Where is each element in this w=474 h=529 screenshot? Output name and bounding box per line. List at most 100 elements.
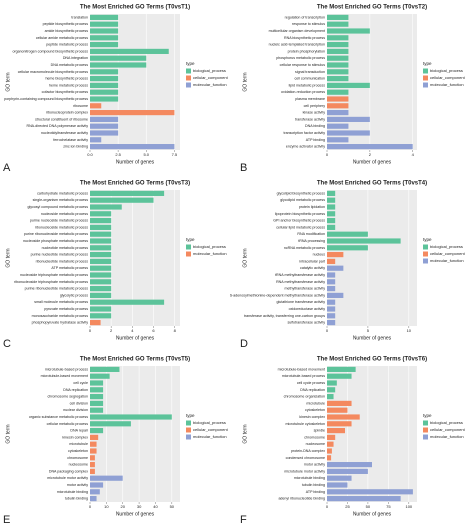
bar xyxy=(327,428,345,434)
bar xyxy=(90,279,112,285)
y-tick-label: DNA binding xyxy=(305,124,325,128)
bar xyxy=(327,272,336,278)
plot-background xyxy=(90,366,180,502)
bar xyxy=(327,258,336,264)
bar xyxy=(327,204,336,210)
y-tick-label: peptide biosynthetic process xyxy=(43,22,89,26)
chart-title: The Most Enriched GO Terms (T0vsT3) xyxy=(80,181,190,187)
y-tick-label: chromosome xyxy=(304,435,325,439)
x-tick-label: 6 xyxy=(152,328,155,333)
y-tick-label: ATP binding xyxy=(306,138,325,142)
bar xyxy=(90,265,112,271)
bar xyxy=(90,496,97,502)
y-tick-label: heme biosynthetic process xyxy=(45,77,88,81)
x-tick-label: 75 xyxy=(386,504,391,509)
y-tick-label: phosphopyruvate hydratase activity xyxy=(32,321,89,325)
x-tick-label: 40 xyxy=(153,504,158,509)
y-tick-label: microtubule-based movement xyxy=(41,374,88,378)
bar xyxy=(327,394,334,400)
legend-label: biological_process xyxy=(430,68,463,73)
legend-label: molecular_function xyxy=(430,82,464,87)
bar xyxy=(327,400,352,406)
legend-swatch xyxy=(423,427,428,433)
y-tick-label: RNA biosynthetic process xyxy=(284,36,325,40)
legend-swatch xyxy=(423,82,428,88)
bar xyxy=(90,224,112,230)
bar xyxy=(327,42,349,48)
bar xyxy=(90,441,97,447)
x-tick-label: 0 xyxy=(326,504,329,509)
bar xyxy=(90,434,99,440)
y-tick-label: cytoskeleton xyxy=(68,449,88,453)
bar xyxy=(90,55,147,61)
legend-swatch xyxy=(186,68,191,74)
bar xyxy=(327,265,344,271)
chart-title: The Most Enriched GO Terms (T0vsT6) xyxy=(317,357,427,363)
y-tick-label: cell periphery xyxy=(304,104,326,108)
y-tick-label: oxidoreductase activity xyxy=(289,307,326,311)
bar xyxy=(90,190,165,196)
legend-label: cellular_component xyxy=(193,75,229,80)
bar xyxy=(327,231,368,237)
y-tick-label: spindle xyxy=(314,429,325,433)
x-tick-label: 2 xyxy=(369,152,372,157)
bar xyxy=(327,496,401,502)
y-tick-label: cellular macromolecule biosynthetic proc… xyxy=(18,70,89,74)
bar xyxy=(90,475,123,481)
bar xyxy=(327,197,336,203)
bar xyxy=(327,238,401,244)
x-tick-label: 2.5 xyxy=(115,152,121,157)
bar xyxy=(327,35,349,41)
bar xyxy=(327,279,336,285)
y-tick-label: condensed chromosome xyxy=(286,456,325,460)
y-tick-label: lipid metabolic process xyxy=(289,83,326,87)
legend-swatch xyxy=(186,244,191,250)
bar xyxy=(90,42,119,48)
y-tick-label: lipoprotein biosynthetic process xyxy=(275,212,325,216)
y-tick-label: nucleotidyltransferase activity xyxy=(41,131,88,135)
bar xyxy=(90,299,165,305)
y-tick-label: peptide metabolic process xyxy=(46,43,88,47)
x-tick-label: 30 xyxy=(137,504,142,509)
y-tick-label: chromosome xyxy=(67,456,88,460)
bar xyxy=(327,313,336,319)
bar xyxy=(90,69,119,75)
bar xyxy=(90,414,172,420)
bar xyxy=(90,407,104,413)
y-tick-label: oxidation-reduction process xyxy=(281,90,325,94)
y-axis-label: GO term xyxy=(5,72,11,91)
y-tick-label: intracellular part xyxy=(299,259,325,263)
legend-label: molecular_function xyxy=(430,258,464,263)
bar xyxy=(90,231,112,237)
x-axis-label: Number of genes xyxy=(353,511,392,517)
y-tick-label: glycolipid metabolic process xyxy=(280,198,325,202)
bar xyxy=(90,21,119,27)
bar xyxy=(327,441,334,447)
legend-label: biological_process xyxy=(430,244,463,249)
y-tick-label: microtubule binding xyxy=(294,476,325,480)
y-axis-label: GO term xyxy=(242,424,248,443)
legend-title: type xyxy=(186,61,195,66)
chart-title: The Most Enriched GO Terms (T0vsT4) xyxy=(317,181,427,187)
y-tick-label: ribonucleoprotein complex xyxy=(46,111,88,115)
bar xyxy=(90,462,95,468)
y-tick-label: ribonucleoside metabolic process xyxy=(35,225,88,229)
legend-swatch xyxy=(186,82,191,88)
x-tick-label: 0 xyxy=(326,152,329,157)
bar xyxy=(90,421,131,427)
y-tick-label: motor activity xyxy=(67,483,88,487)
y-tick-label: monosaccharide metabolic process xyxy=(32,314,89,318)
y-tick-label: regulation of transcription xyxy=(285,15,325,19)
bar xyxy=(90,366,120,372)
y-tick-label: motor activity xyxy=(304,463,325,467)
y-tick-label: pyruvate metabolic process xyxy=(44,307,88,311)
y-tick-label: microtubule-based process xyxy=(282,374,325,378)
legend-swatch xyxy=(423,75,428,81)
bar xyxy=(327,468,368,474)
bar xyxy=(327,286,336,292)
bar xyxy=(90,62,147,68)
y-tick-label: translation xyxy=(71,15,88,19)
bar xyxy=(90,144,175,150)
y-tick-label: DNA repair xyxy=(70,429,88,433)
y-tick-label: tubulin binding xyxy=(302,483,325,487)
